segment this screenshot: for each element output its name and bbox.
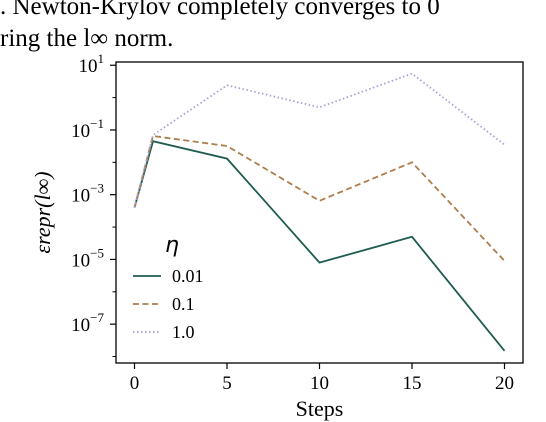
legend-title: η xyxy=(165,233,179,258)
y-tick-label: 10−7 xyxy=(71,310,104,336)
x-tick-label: 0 xyxy=(130,373,140,394)
context-text-line-1: . Newton-Krylov completely converges to … xyxy=(0,0,440,20)
axis-ticks: 0 5 10 15 20 101 10−1 10−3 10−5 10−7 xyxy=(71,51,514,394)
x-tick-label: 5 xyxy=(222,373,232,394)
y-tick-label: 10−1 xyxy=(71,116,104,142)
series-line-0.01 xyxy=(133,140,506,352)
x-tick-label: 10 xyxy=(310,373,329,394)
legend-label-0.1: 0.1 xyxy=(172,294,195,314)
y-tick-label: 10−5 xyxy=(71,245,104,271)
y-axis-label: εrepr(l∞) xyxy=(30,171,55,253)
y-tick-label: 101 xyxy=(79,51,105,77)
x-axis-label: Steps xyxy=(296,396,344,421)
chart-legend: η 0.01 0.1 1.0 xyxy=(133,233,204,342)
series-line-1.0 xyxy=(133,72,506,208)
context-text-line-2: ring the l∞ norm. xyxy=(0,25,174,52)
y-tick-label: 10−3 xyxy=(71,181,104,207)
series-lines xyxy=(133,72,506,352)
plot-frame xyxy=(115,61,524,364)
legend-label-0.01: 0.01 xyxy=(172,266,204,286)
plot-axes xyxy=(115,61,524,364)
series-line-0.1 xyxy=(133,135,506,262)
x-tick-label: 15 xyxy=(403,373,422,394)
x-tick-label: 20 xyxy=(495,373,514,394)
legend-label-1.0: 1.0 xyxy=(172,322,195,342)
